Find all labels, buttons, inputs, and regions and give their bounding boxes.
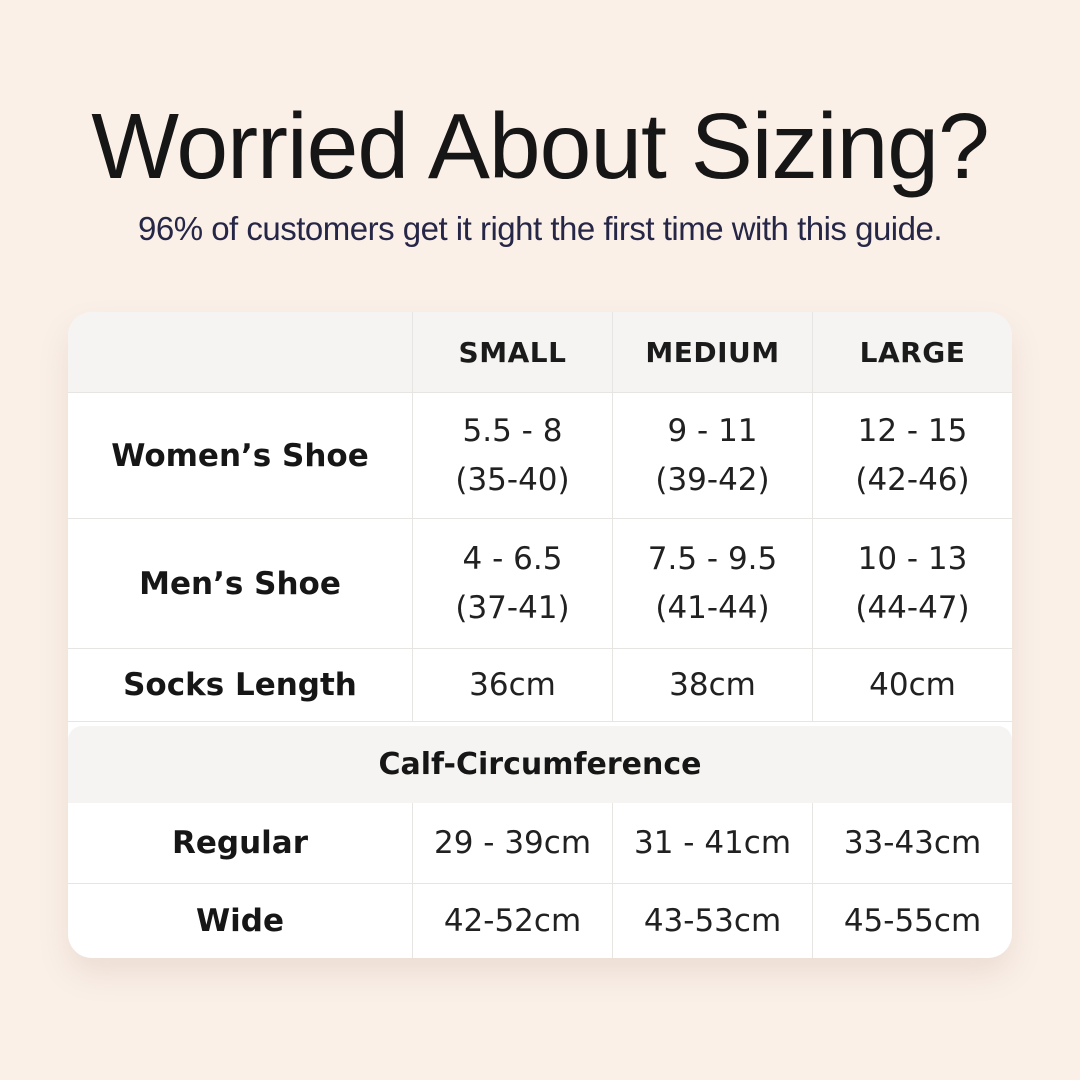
cell-mens-large: 10 - 13 (44-47) (812, 519, 1012, 648)
cell-mens-small: 4 - 6.5 (37-41) (412, 519, 612, 648)
header-cell-small: SMALL (412, 312, 612, 392)
cell-regular-small: 29 - 39cm (412, 803, 612, 883)
cell-wide-small: 42-52cm (412, 884, 612, 958)
header-cell-medium: MEDIUM (612, 312, 812, 392)
cell-line: (42-46) (855, 461, 970, 498)
cell-womens-large: 12 - 15 (42-46) (812, 393, 1012, 518)
cell-line: (44-47) (855, 589, 970, 626)
cell-socks-small: 36cm (412, 649, 612, 721)
cell-line: (37-41) (455, 589, 570, 626)
cell-regular-large: 33-43cm (812, 803, 1012, 883)
cell-mens-medium: 7.5 - 9.5 (41-44) (612, 519, 812, 648)
row-label-womens-shoe: Women’s Shoe (111, 437, 369, 474)
cell-line: (39-42) (655, 461, 770, 498)
table-row-womens-shoe: Women’s Shoe 5.5 - 8 (35-40) 9 - 11 (39-… (68, 392, 1012, 518)
cell-wide-medium: 43-53cm (612, 884, 812, 958)
header-cell-large: LARGE (812, 312, 1012, 392)
row-label-socks-length: Socks Length (123, 667, 357, 703)
cell-womens-medium: 9 - 11 (39-42) (612, 393, 812, 518)
cell-line: (35-40) (455, 461, 570, 498)
cell-socks-medium: 38cm (612, 649, 812, 721)
row-label-regular: Regular (172, 825, 308, 861)
page-subtitle: 96% of customers get it right the first … (137, 210, 943, 247)
cell-line: 4 - 6.5 (462, 541, 563, 578)
table-row-regular: Regular 29 - 39cm 31 - 41cm 33-43cm (68, 803, 1012, 883)
table-row-mens-shoe: Men’s Shoe 4 - 6.5 (37-41) 7.5 - 9.5 (41… (68, 518, 1012, 648)
page-title: Worried About Sizing? (91, 94, 989, 198)
size-chart-table: SMALL MEDIUM LARGE Women’s Shoe 5.5 - 8 … (68, 312, 1012, 958)
table-header-row: SMALL MEDIUM LARGE (68, 312, 1012, 392)
cell-line: 10 - 13 (857, 541, 968, 578)
cell-line: 9 - 11 (667, 413, 758, 450)
table-row-socks-length: Socks Length 36cm 38cm 40cm (68, 648, 1012, 721)
header-cell-blank (68, 312, 412, 392)
row-label-mens-shoe: Men’s Shoe (139, 565, 341, 602)
table-row-wide: Wide 42-52cm 43-53cm 45-55cm (68, 883, 1012, 958)
row-label-wide: Wide (195, 903, 285, 939)
cell-womens-small: 5.5 - 8 (35-40) (412, 393, 612, 518)
section-band-wrapper: Calf-Circumference (68, 721, 1012, 803)
cell-line: 12 - 15 (857, 413, 968, 450)
cell-socks-large: 40cm (812, 649, 1012, 721)
cell-line: (41-44) (655, 589, 770, 626)
cell-line: 5.5 - 8 (462, 413, 563, 450)
cell-line: 7.5 - 9.5 (647, 541, 778, 578)
cell-regular-medium: 31 - 41cm (612, 803, 812, 883)
cell-wide-large: 45-55cm (812, 884, 1012, 958)
section-header-calf-circumference: Calf-Circumference (68, 726, 1012, 803)
